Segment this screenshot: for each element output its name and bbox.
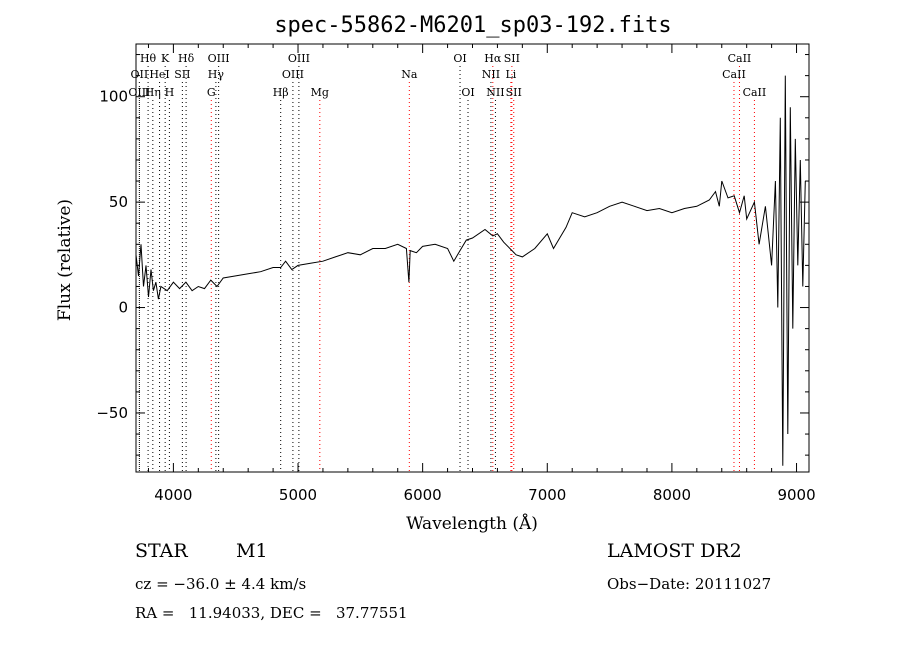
- spectral-line-label: H: [165, 86, 175, 99]
- spectral-line-label: CaII: [728, 52, 752, 65]
- spectral-line-label: Hδ: [178, 52, 195, 65]
- spectral-line-label: OIII: [282, 68, 304, 81]
- chart-title: spec-55862-M6201_sp03-192.fits: [274, 13, 671, 38]
- y-tick-label: −50: [96, 404, 128, 422]
- spectral-line-label: CaII: [722, 68, 746, 81]
- spectral-line-label: SII: [506, 86, 522, 99]
- spectral-line-label: OIII: [288, 52, 310, 65]
- spectral-line-label: OIII: [208, 52, 230, 65]
- y-axis-label: Flux (relative): [55, 199, 75, 321]
- spectral-line-label: OIII: [128, 86, 150, 99]
- redshift-text: cz = −36.0 ± 4.4 km/s: [135, 575, 307, 593]
- spectral-line-label: Hγ: [208, 68, 225, 81]
- spectral-line-label: Hβ: [273, 86, 289, 99]
- spectral-line-label: Na: [401, 68, 418, 81]
- x-tick-label: 7000: [528, 486, 566, 504]
- spectral-line-label: SII: [174, 68, 190, 81]
- spectral-line-label: Hα: [484, 52, 502, 65]
- coordinates-text: RA = 11.94033, DEC = 37.77551: [135, 604, 408, 622]
- spectral-line-label: G: [207, 86, 216, 99]
- x-tick-label: 6000: [404, 486, 442, 504]
- spectrum-series-line: [135, 75, 806, 466]
- y-tick-label: 100: [99, 88, 128, 106]
- spectral-line-label: OI: [453, 52, 466, 65]
- y-tick-label: 0: [118, 299, 128, 317]
- plot-frame: [135, 43, 810, 473]
- spectral-line-label: OII: [131, 68, 149, 81]
- spectral-line-label: Hθ: [140, 52, 157, 65]
- spectral-line-label: OI: [461, 86, 474, 99]
- spectral-line-label: Mg: [311, 86, 329, 99]
- x-tick-label: 5000: [279, 486, 317, 504]
- x-axis-label: Wavelength (Å): [406, 513, 538, 534]
- y-tick-label: 50: [109, 193, 128, 211]
- spectral-line-label: NII: [486, 86, 504, 99]
- x-tick-label: 9000: [777, 486, 815, 504]
- x-tick-label: 4000: [154, 486, 192, 504]
- spectral-line-label: NII: [482, 68, 500, 81]
- spectral-line-label: Li: [505, 68, 516, 81]
- object-class: STAR: [135, 540, 188, 562]
- x-tick-label: 8000: [653, 486, 691, 504]
- obs-date-text: Obs−Date: 20111027: [607, 575, 772, 593]
- spectral-line-label: K: [161, 52, 170, 65]
- spectral-line-label: Hη: [145, 86, 161, 99]
- spectral-line-label: HeI: [149, 68, 169, 81]
- survey-name: LAMOST DR2: [607, 540, 742, 562]
- spectral-line-label: SII: [504, 52, 520, 65]
- spectral-line-label: CaII: [743, 86, 767, 99]
- axis-ticks-layer: 4000 5000 6000 7000 8000 9000 −50 0 50 100: [96, 44, 816, 504]
- object-subclass: M1: [236, 540, 268, 562]
